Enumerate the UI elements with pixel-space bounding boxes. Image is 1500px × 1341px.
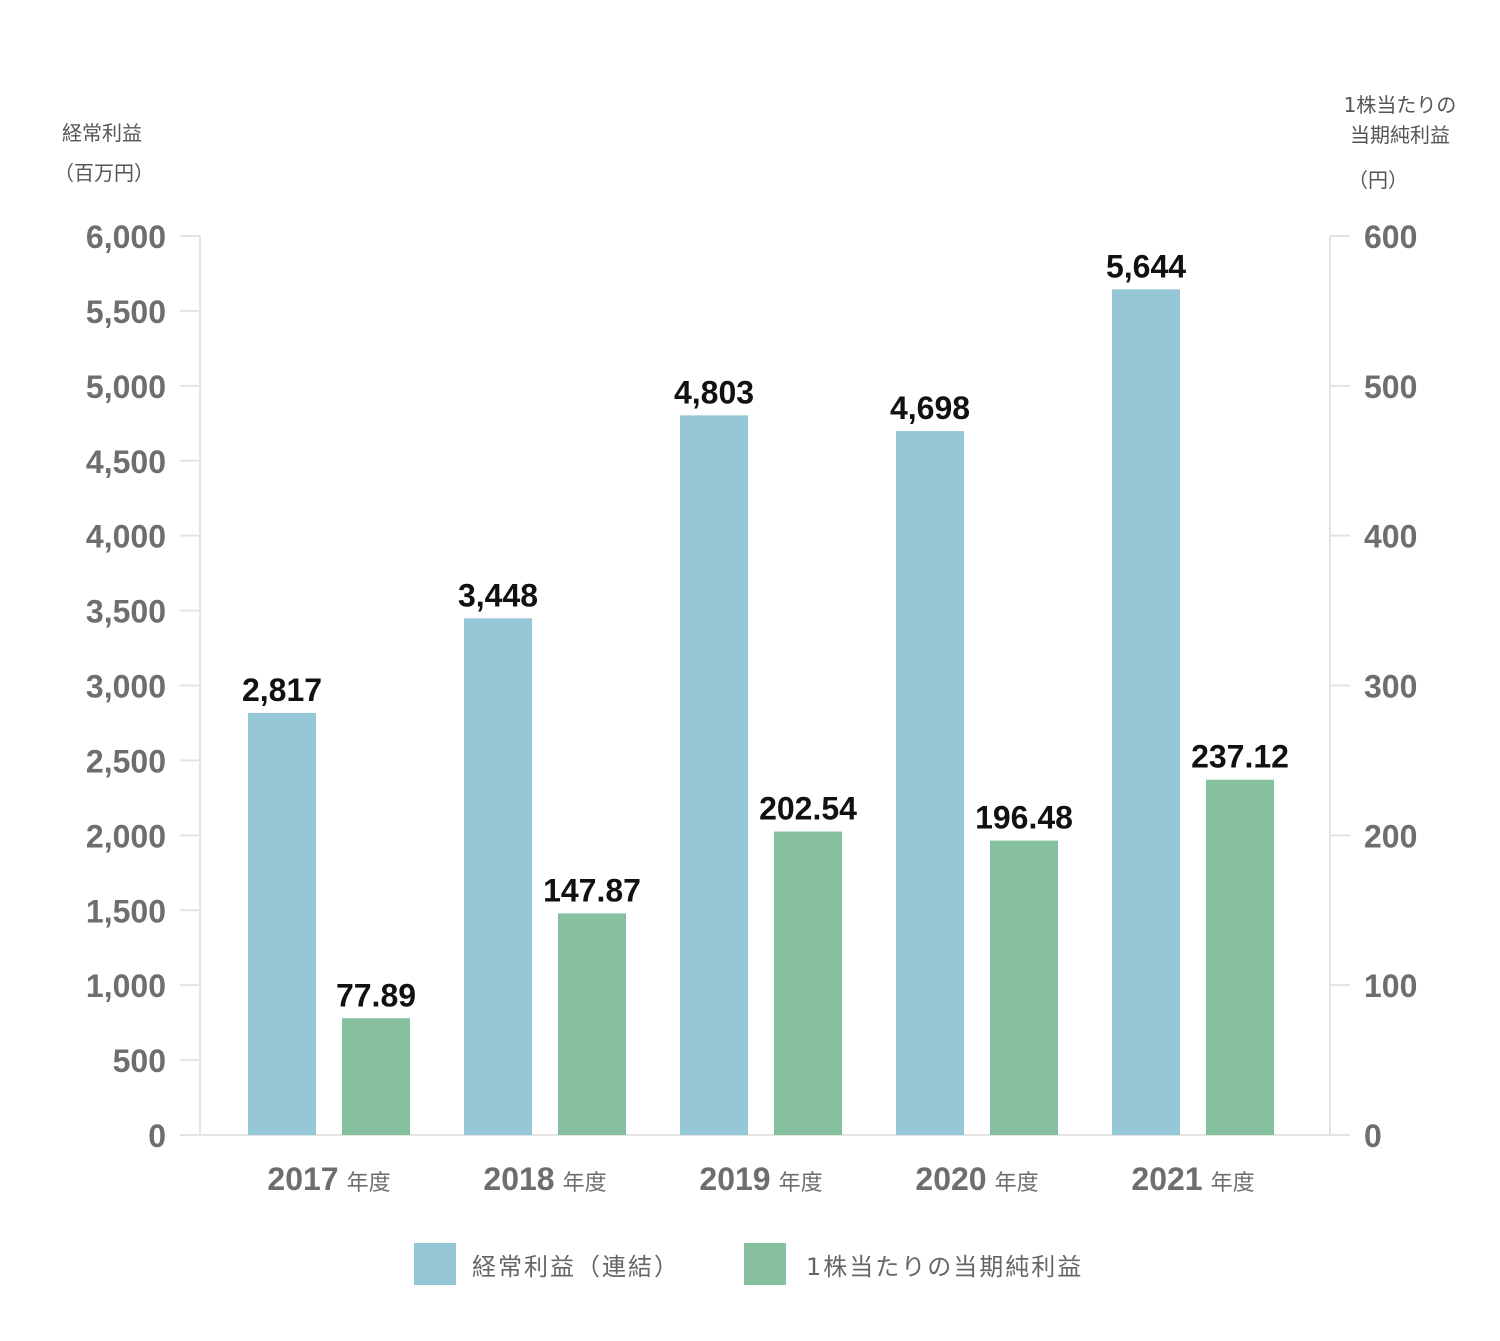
bar-ordinary-profit [464, 618, 532, 1135]
bar-ordinary-profit [896, 431, 964, 1135]
legend: 経常利益（連結） 1株当たりの当期純利益 [414, 1243, 1083, 1285]
x-category-label: 2018 年度 [483, 1161, 606, 1197]
data-label-ordinary-profit: 2,817 [242, 672, 322, 708]
left-tick-label: 2,500 [86, 743, 166, 779]
legend-label-ordinary-profit: 経常利益（連結） [472, 1253, 680, 1281]
x-category-label: 2020 年度 [915, 1161, 1038, 1197]
right-axis-unit: （円） [1348, 168, 1408, 192]
x-category-year: 2019 [699, 1161, 770, 1197]
left-tick-label: 4,500 [86, 444, 166, 480]
left-axis-title: 経常利益 [62, 121, 142, 145]
left-tick-label: 6,000 [86, 219, 166, 255]
x-category-suffix: 年度 [995, 1171, 1039, 1196]
data-label-ordinary-profit: 4,803 [674, 374, 754, 410]
data-label-ordinary-profit: 5,644 [1106, 248, 1186, 284]
x-axis-labels: 2017 年度 2018 年度 2019 年度 2020 年度 2021 年度 [267, 1161, 1254, 1197]
left-tick-label: 3,000 [86, 669, 166, 705]
x-category-suffix: 年度 [779, 1171, 823, 1196]
right-tick-label: 300 [1364, 669, 1417, 705]
left-axis-ticks: 0 500 1,000 1,500 2,000 2,500 3,000 3,500 4,000 4… [86, 219, 200, 1154]
left-tick-label: 2,000 [86, 818, 166, 854]
right-tick-label: 400 [1364, 519, 1417, 555]
left-tick-label: 500 [113, 1043, 166, 1079]
x-category-label: 2019 年度 [699, 1161, 822, 1197]
left-tick-label: 1,000 [86, 968, 166, 1004]
data-label-eps: 196.48 [975, 800, 1073, 836]
data-label-ordinary-profit: 4,698 [890, 390, 970, 426]
left-tick-label: 4,000 [86, 519, 166, 555]
right-tick-label: 100 [1364, 968, 1417, 1004]
left-tick-label: 1,500 [86, 893, 166, 929]
right-tick-label: 600 [1364, 219, 1417, 255]
right-tick-label: 0 [1364, 1118, 1382, 1154]
bar-eps [1206, 779, 1274, 1135]
bar-ordinary-profit [248, 712, 316, 1135]
data-label-eps: 147.87 [543, 872, 641, 908]
right-axis-title-line1: 1株当たりの [1344, 93, 1457, 117]
data-label-eps: 237.12 [1191, 739, 1289, 775]
data-label-eps: 202.54 [759, 791, 857, 827]
x-category-year: 2020 [915, 1161, 986, 1197]
legend-swatch-ordinary-profit [414, 1243, 456, 1285]
x-category-year: 2017 [267, 1161, 338, 1197]
left-tick-label: 3,500 [86, 594, 166, 630]
right-tick-label: 200 [1364, 818, 1417, 854]
data-label-ordinary-profit: 3,448 [458, 577, 538, 613]
data-label-eps: 77.89 [336, 977, 416, 1013]
bar-eps [990, 840, 1058, 1135]
bar-ordinary-profit [1112, 289, 1180, 1135]
bars-group [248, 289, 1274, 1136]
x-category-label: 2021 年度 [1131, 1161, 1254, 1197]
x-category-suffix: 年度 [347, 1171, 391, 1196]
bar-ordinary-profit [680, 415, 748, 1136]
x-category-suffix: 年度 [1211, 1171, 1255, 1196]
bar-eps [774, 831, 842, 1135]
legend-swatch-eps [744, 1243, 786, 1285]
x-category-year: 2018 [483, 1161, 554, 1197]
left-tick-label: 0 [148, 1118, 166, 1154]
left-axis-unit: （百万円） [54, 161, 154, 185]
right-axis-title-line2: 当期純利益 [1350, 123, 1450, 147]
data-labels-group: 2,817 77.89 3,448 147.87 4,803 202.54 4,698 196… [242, 248, 1289, 1013]
x-category-suffix: 年度 [563, 1171, 607, 1196]
x-category-year: 2021 [1131, 1161, 1202, 1197]
bar-eps [558, 913, 626, 1135]
left-tick-label: 5,500 [86, 294, 166, 330]
legend-label-eps: 1株当たりの当期純利益 [806, 1253, 1083, 1281]
bar-eps [342, 1018, 410, 1135]
left-tick-label: 5,000 [86, 369, 166, 405]
right-tick-label: 500 [1364, 369, 1417, 405]
x-category-label: 2017 年度 [267, 1161, 390, 1197]
right-axis-ticks: 0 100 200 300 400 500 600 [1330, 219, 1417, 1154]
